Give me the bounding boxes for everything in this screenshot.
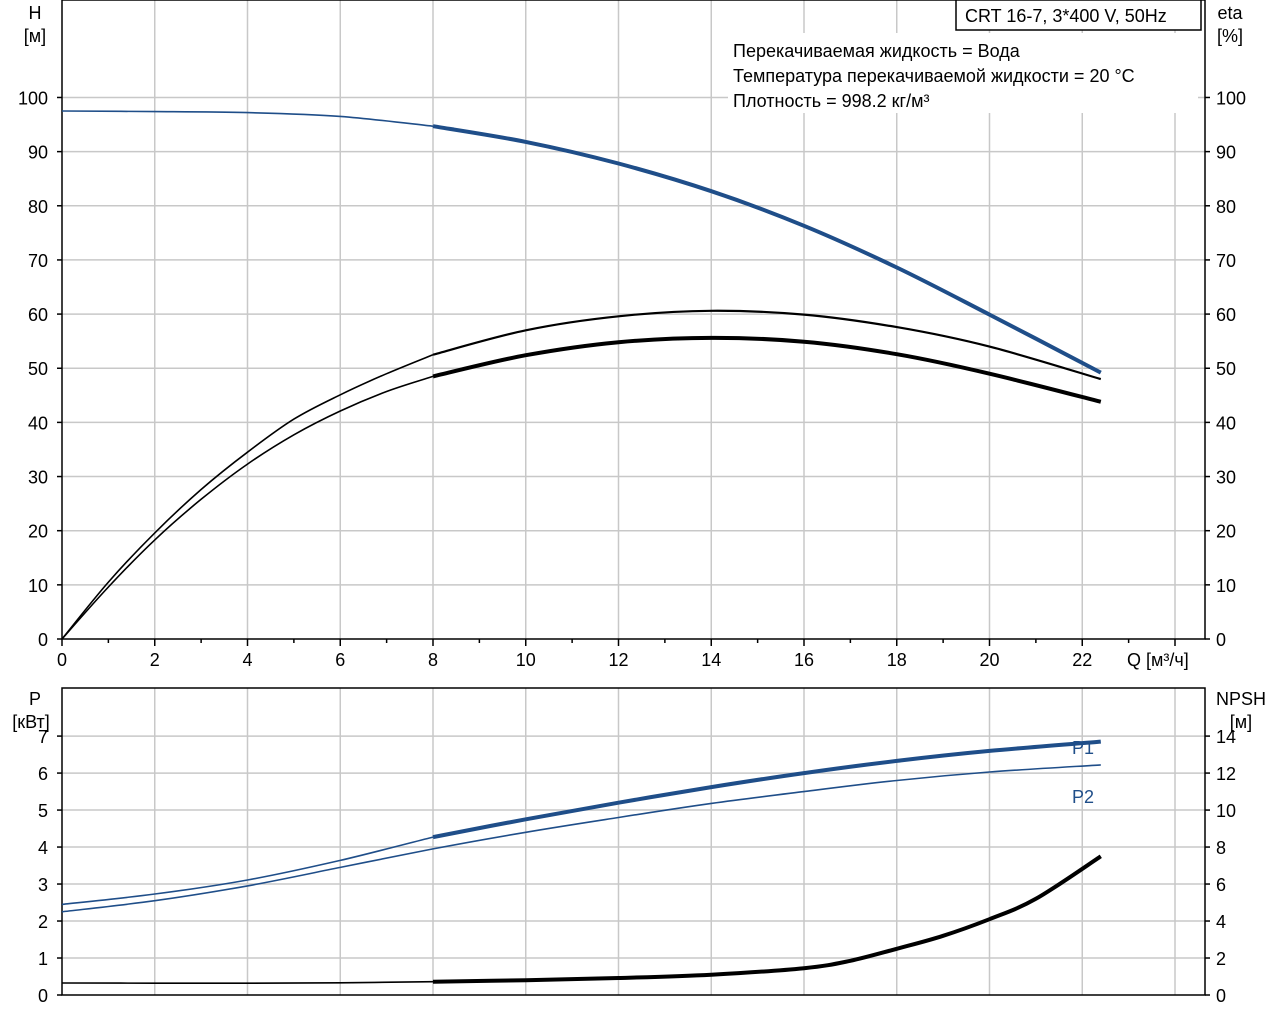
- q-tick-label: 20: [979, 650, 999, 670]
- power-left-tick-label: 3: [38, 875, 48, 895]
- p-axis-unit: [кВт]: [12, 712, 50, 732]
- head-left-tick-label: 60: [28, 305, 48, 325]
- eta-axis-unit: [%]: [1217, 26, 1243, 46]
- h-axis-unit: [м]: [24, 26, 46, 46]
- q-tick-label: 8: [428, 650, 438, 670]
- h-axis-label: H: [29, 3, 42, 23]
- pump-model-title: CRT 16-7, 3*400 V, 50Hz: [965, 6, 1167, 26]
- grid-layer: [62, 0, 1205, 995]
- power-right-tick-label: 14: [1216, 727, 1236, 747]
- head-right-tick-label: 30: [1216, 468, 1236, 488]
- head-left-tick-label: 50: [28, 359, 48, 379]
- power-series-p2-thin: [61, 764, 1101, 913]
- head-right-tick-label: 0: [1216, 630, 1226, 650]
- power-left-tick-label: 5: [38, 801, 48, 821]
- power-right-tick-label: 6: [1216, 875, 1226, 895]
- frame-layer: [57, 0, 1210, 996]
- head-left-tick-label: 80: [28, 197, 48, 217]
- p-axis-label: P: [29, 689, 41, 709]
- power-left-tick-label: 1: [38, 949, 48, 969]
- power-right-tick-label: 2: [1216, 949, 1226, 969]
- power-left-tick-label: 0: [38, 986, 48, 1006]
- p2-series-label: P2: [1072, 787, 1094, 807]
- head-series-2-bold: [432, 335, 1102, 404]
- head-left-tick-label: 0: [38, 630, 48, 650]
- title-box: [955, 0, 1202, 31]
- q-tick-label: 12: [608, 650, 628, 670]
- head-right-tick-label: 50: [1216, 359, 1236, 379]
- npsh-axis-label: NPSH: [1216, 689, 1266, 709]
- power-left-tick-label: 2: [38, 912, 48, 932]
- label-layer: 0102030405060708090100010203040506070809…: [18, 88, 1246, 1006]
- head-left-tick-label: 100: [18, 88, 48, 108]
- head-left-tick-label: 90: [28, 143, 48, 163]
- head-right-tick-label: 60: [1216, 305, 1236, 325]
- head-right-tick-label: 90: [1216, 143, 1236, 163]
- power-plot-frame: [61, 687, 1206, 996]
- q-tick-label: 4: [242, 650, 252, 670]
- head-left-tick-label: 10: [28, 576, 48, 596]
- p1-series-label: P1: [1072, 738, 1094, 758]
- head-right-tick-label: 20: [1216, 522, 1236, 542]
- q-tick-label: 2: [150, 650, 160, 670]
- npsh-axis-unit: [м]: [1230, 712, 1252, 732]
- q-tick-label: 18: [887, 650, 907, 670]
- head-series-0-thin: [61, 110, 434, 127]
- q-tick-label: 6: [335, 650, 345, 670]
- head-right-tick-label: 100: [1216, 88, 1246, 108]
- info-background: [728, 33, 1198, 113]
- q-tick-label: 22: [1072, 650, 1092, 670]
- q-tick-label: 0: [57, 650, 67, 670]
- power-left-tick-label: 6: [38, 764, 48, 784]
- power-left-tick-label: 4: [38, 838, 48, 858]
- power-series-2-bold: [432, 854, 1102, 984]
- power-left-tick-label: 7: [38, 727, 48, 747]
- head-right-tick-label: 80: [1216, 197, 1236, 217]
- q-tick-label: 10: [516, 650, 536, 670]
- head-series-1-thin: [61, 353, 434, 640]
- power-right-tick-label: 0: [1216, 986, 1226, 1006]
- power-series-p1-thin: [61, 836, 434, 906]
- head-left-tick-label: 30: [28, 468, 48, 488]
- head-series-2-thin: [61, 375, 434, 640]
- head-right-tick-label: 10: [1216, 576, 1236, 596]
- power-right-tick-label: 8: [1216, 838, 1226, 858]
- head-plot-frame: [61, 0, 1206, 640]
- power-right-tick-label: 12: [1216, 764, 1236, 784]
- q-tick-label: 16: [794, 650, 814, 670]
- head-series-1-thin-tail: [432, 309, 1102, 381]
- info-temperature: Температура перекачиваемой жидкости = 20…: [733, 66, 1135, 86]
- curve-layer: [61, 110, 1102, 985]
- power-series-2-thin: [61, 980, 434, 985]
- eta-axis-label: eta: [1217, 3, 1243, 23]
- head-left-tick-label: 20: [28, 522, 48, 542]
- power-right-tick-label: 10: [1216, 801, 1236, 821]
- head-right-tick-label: 40: [1216, 413, 1236, 433]
- power-right-tick-label: 4: [1216, 912, 1226, 932]
- q-tick-label: 14: [701, 650, 721, 670]
- info-density: Плотность = 998.2 кг/м³: [733, 91, 929, 111]
- info-liquid: Перекачиваемая жидкость = Вода: [733, 41, 1021, 61]
- head-right-tick-label: 70: [1216, 251, 1236, 271]
- head-series-0-bold: [432, 124, 1102, 375]
- head-left-tick-label: 40: [28, 413, 48, 433]
- power-series-p1-bold: [432, 739, 1101, 840]
- head-left-tick-label: 70: [28, 251, 48, 271]
- q-axis-label: Q [м³/ч]: [1127, 650, 1189, 670]
